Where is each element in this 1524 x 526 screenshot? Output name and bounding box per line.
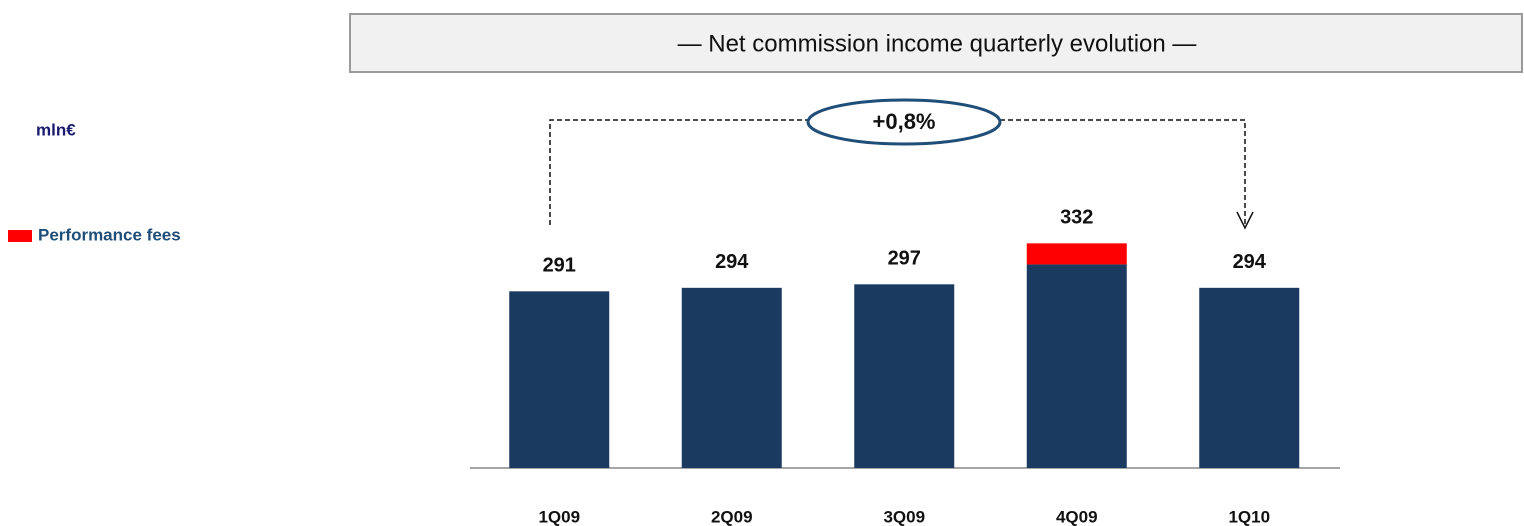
total-label: 291 <box>543 255 576 277</box>
bar-segment <box>681 287 782 468</box>
title-box <box>349 13 1523 73</box>
bar-segment <box>509 291 610 468</box>
annotation: +0,8% <box>873 109 936 134</box>
total-label: 294 <box>1233 251 1267 273</box>
x-tick-label: 2Q09 <box>711 507 753 526</box>
total-label: 297 <box>888 248 921 270</box>
legend-swatch <box>8 230 32 242</box>
chart-title: — Net commission income quarterly evolut… <box>678 30 1197 57</box>
bar-segment <box>1026 243 1127 265</box>
growth-connector <box>549 119 1246 225</box>
x-tick-label: 4Q09 <box>1056 507 1098 526</box>
arrow-head <box>1236 211 1254 230</box>
bar-segment <box>854 284 955 468</box>
x-tick-label: 1Q10 <box>1228 507 1270 526</box>
annotation-ellipse <box>806 98 1002 146</box>
total-label: 332 <box>1060 207 1093 229</box>
total-label: 294 <box>715 251 749 273</box>
bar-segment <box>1026 264 1127 468</box>
unit-label: mln€ <box>36 120 76 139</box>
x-tick-label: 3Q09 <box>883 507 925 526</box>
bar-segment <box>1199 287 1300 468</box>
x-tick-label: 1Q09 <box>538 507 580 526</box>
legend-label: Performance fees <box>38 225 181 244</box>
